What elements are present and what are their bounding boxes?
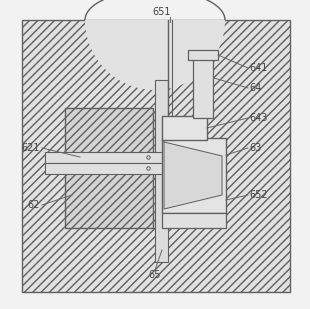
Wedge shape [85,20,225,90]
Bar [45,163,173,174]
Text: 63: 63 [249,143,261,153]
Text: 643: 643 [249,113,267,123]
Bar [162,116,207,140]
Text: 651: 651 [153,7,171,17]
Bar [162,213,226,228]
Text: 621: 621 [21,143,40,153]
Bar [22,20,290,292]
Bar [155,80,168,262]
Bar [162,138,226,213]
Text: 652: 652 [249,190,268,200]
Text: 62: 62 [28,200,40,210]
Bar [193,58,213,118]
Text: 65: 65 [149,270,161,280]
Text: 641: 641 [249,63,267,73]
Bar [65,108,153,228]
Polygon shape [164,142,222,209]
Text: 64: 64 [249,83,261,93]
Bar [188,50,218,60]
Bar [45,152,173,163]
